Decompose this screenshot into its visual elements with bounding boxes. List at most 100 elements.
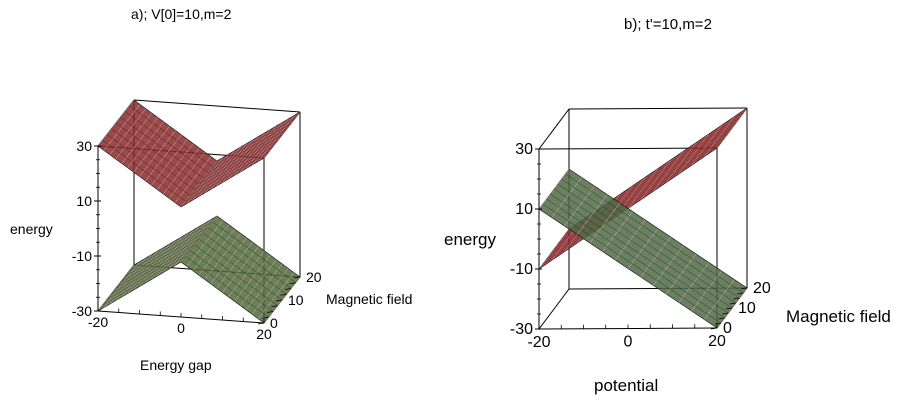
- mesh-line: [576, 194, 608, 235]
- mesh-line: [551, 177, 582, 218]
- y-minor-tick: [733, 297, 740, 300]
- mesh-line: [222, 246, 259, 293]
- mesh-line: [553, 188, 733, 309]
- mesh-line: [129, 105, 213, 167]
- y-tick-label: 20: [753, 280, 771, 297]
- mesh-line: [186, 157, 224, 204]
- mesh-line: [102, 140, 186, 202]
- y-minor-tick: [737, 292, 744, 295]
- mesh-line: [97, 145, 182, 208]
- mesh-line: [216, 241, 253, 289]
- mesh-line: [627, 228, 659, 269]
- mesh-line: [115, 122, 200, 185]
- y-minor-tick: [729, 302, 736, 305]
- mesh-line: [133, 243, 170, 291]
- mesh-line: [546, 198, 725, 319]
- mesh-line: [678, 133, 710, 175]
- mesh-line: [240, 125, 277, 173]
- mesh-line: [228, 132, 265, 180]
- mesh-line: [207, 123, 292, 173]
- mesh-line: [115, 238, 200, 289]
- mesh-line: [133, 99, 218, 162]
- chart-a-title: a); V[0]=10,m=2: [131, 6, 232, 22]
- mesh-line: [564, 185, 595, 227]
- mesh-line: [192, 153, 230, 201]
- box-edge: [568, 107, 748, 110]
- y-minor-tick: [271, 305, 278, 308]
- mesh-line: [561, 178, 740, 299]
- x-tick-label: 0: [177, 320, 185, 336]
- box-edge: [133, 99, 301, 113]
- mesh-line: [139, 130, 176, 177]
- y-minor-tick: [280, 293, 287, 296]
- mesh-line: [538, 208, 718, 329]
- chart-a-ylabel: Magnetic field: [326, 291, 412, 307]
- mesh-line: [263, 111, 301, 159]
- y-minor-tick: [284, 288, 292, 290]
- mesh-line: [162, 226, 200, 273]
- mesh-line: [133, 125, 170, 173]
- x-tick-label: -20: [527, 334, 550, 351]
- surface-series-0: [97, 99, 301, 208]
- y-tick-label: 0: [270, 315, 278, 331]
- box-edge: [538, 108, 570, 150]
- box-edge: [538, 288, 570, 330]
- mesh-line: [168, 152, 206, 199]
- mesh-line: [102, 255, 186, 306]
- mesh-line: [234, 254, 271, 302]
- mesh-line: [111, 128, 195, 190]
- mesh-line: [120, 232, 204, 283]
- mesh-line: [704, 116, 735, 157]
- z-tick-label: -30: [72, 303, 92, 319]
- mesh-line: [194, 244, 278, 306]
- y-minor-tick: [725, 307, 733, 310]
- surface-series-1: [97, 215, 301, 324]
- mesh-line: [204, 146, 241, 194]
- mesh-line: [212, 221, 296, 283]
- mesh-line: [565, 173, 744, 294]
- mesh-line: [542, 142, 721, 265]
- x-tick-label: -20: [88, 314, 108, 330]
- mesh-line: [678, 262, 710, 303]
- mesh-line: [189, 146, 274, 196]
- mesh-line: [627, 168, 659, 209]
- chart-b-title: b); t'=10,m=2: [624, 16, 712, 33]
- chart-b-xlabel: potential: [594, 376, 658, 395]
- chart-b-zlabel: energy: [444, 230, 496, 249]
- mesh-line: [103, 104, 141, 151]
- mesh-line: [251, 268, 289, 315]
- mesh-line: [640, 159, 671, 201]
- chart-a-zlabel: energy: [10, 221, 53, 237]
- y-minor-tick: [710, 327, 718, 330]
- z-tick-label: 30: [76, 138, 92, 154]
- mesh-line: [162, 147, 200, 195]
- mesh-line: [550, 193, 729, 314]
- mesh-line: [653, 151, 684, 192]
- mesh-line: [186, 220, 224, 267]
- y-minor-tick: [262, 316, 269, 319]
- x-tick-label: 20: [708, 333, 726, 350]
- mesh-line: [185, 151, 269, 202]
- mesh-line: [139, 240, 176, 287]
- mesh-line: [115, 112, 153, 160]
- mesh-line: [185, 256, 269, 318]
- mesh-line: [124, 111, 209, 173]
- mesh-line: [716, 107, 748, 149]
- mesh-line: [568, 168, 748, 289]
- y-minor-tick: [257, 322, 265, 325]
- mesh-line: [198, 228, 236, 276]
- mesh-line: [538, 228, 570, 270]
- mesh-line: [665, 142, 697, 183]
- mesh-line: [145, 236, 182, 284]
- chart-a-xlabel: Energy gap: [140, 357, 212, 373]
- y-minor-tick: [275, 299, 283, 302]
- mesh-line: [189, 250, 274, 312]
- x-tick-label: 0: [624, 334, 633, 351]
- mesh-line: [109, 108, 147, 155]
- mesh-line: [602, 211, 633, 252]
- z-tick-label: 10: [515, 201, 533, 218]
- mesh-line: [174, 156, 212, 203]
- z-tick-label: -10: [72, 248, 92, 264]
- mesh-line: [192, 224, 230, 271]
